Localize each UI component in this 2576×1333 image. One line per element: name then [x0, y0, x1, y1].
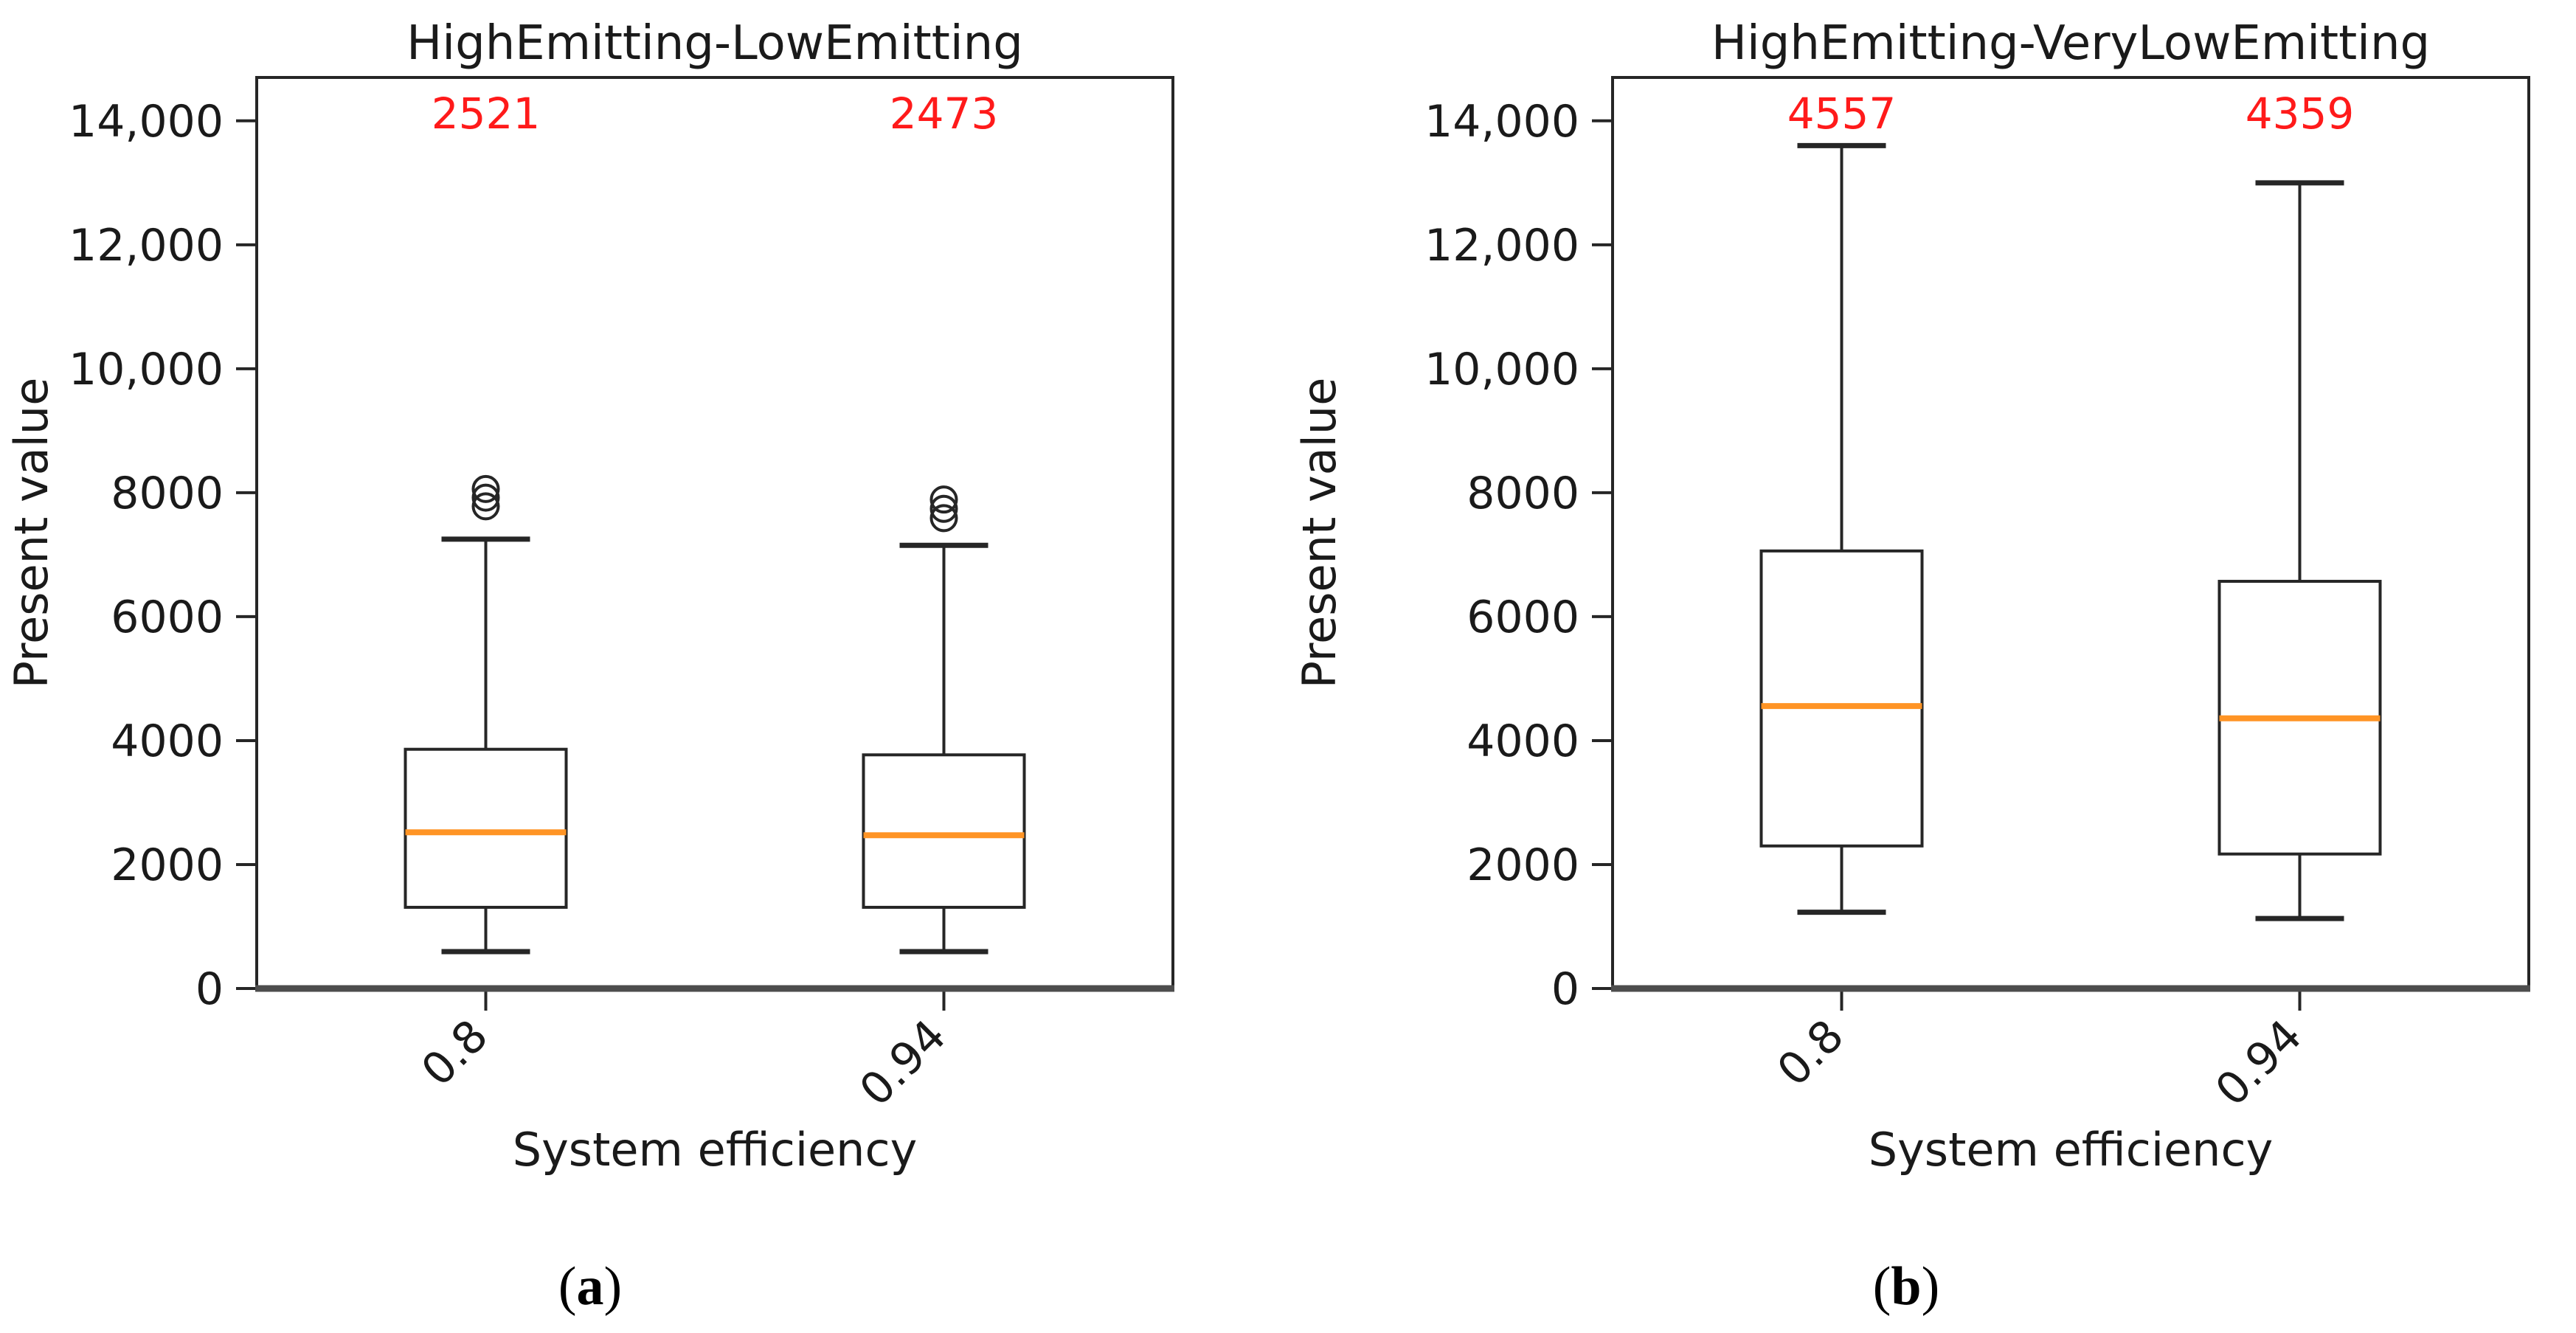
median-annotation: 4359: [2246, 89, 2355, 139]
y-tick-label: 8000: [111, 468, 224, 519]
caption-paren-open: (: [1872, 1256, 1891, 1317]
median-annotation: 4557: [1787, 89, 1897, 139]
chart-title: HighEmitting-LowEmitting: [406, 16, 1023, 71]
caption-paren-close: ): [1921, 1256, 1940, 1317]
y-tick-label: 10,000: [69, 344, 224, 395]
caption-letter: a: [576, 1256, 604, 1317]
median-annotation: 2521: [432, 89, 541, 139]
x-tick-label: 0.94: [850, 1010, 956, 1116]
y-tick-label: 4000: [1467, 716, 1579, 767]
caption-paren-open: (: [558, 1256, 577, 1317]
outlier-point: [929, 494, 958, 523]
y-axis-label: Present value: [1292, 378, 1346, 689]
boxplot-chart-high-low: HighEmitting-LowEmitting Present value 0 20…: [4, 16, 1174, 1177]
chart-title: HighEmitting-VeryLowEmitting: [1711, 16, 2430, 71]
y-tick-label: 10,000: [1424, 344, 1579, 395]
y-tick-label: 8000: [1467, 468, 1579, 519]
x-axis-label: System efficiency: [513, 1123, 918, 1177]
y-axis-label: Present value: [4, 378, 58, 689]
outlier-point: [471, 474, 500, 503]
iqr-box: [404, 747, 568, 909]
subfigure-a: HighEmitting-LowEmitting Present value 0 20…: [4, 16, 1174, 1318]
x-tick-label: 0.8: [412, 1010, 498, 1096]
subfigure-b-caption: (b): [1873, 1256, 1939, 1318]
caption-letter: b: [1891, 1256, 1922, 1317]
y-tick-label: 12,000: [69, 220, 224, 271]
outlier-point: [929, 485, 958, 514]
caption-paren-close: ): [603, 1256, 623, 1317]
y-tick-label: 2000: [1467, 839, 1579, 891]
y-tick-label: 14,000: [1424, 96, 1579, 148]
plot-border: [255, 76, 1174, 990]
subfigure-b: HighEmitting-VeryLowEmitting Present valu…: [1288, 0, 2576, 1333]
median-annotation: 2473: [890, 89, 999, 139]
outlier-point: [471, 492, 500, 521]
x-tick-label: 0.8: [1767, 1010, 1854, 1096]
outlier-point: [471, 483, 500, 512]
x-axis-label: System efficiency: [1869, 1123, 2274, 1177]
x-tick-label: 0.94: [2206, 1010, 2312, 1116]
y-tick-label: 12,000: [1424, 220, 1579, 271]
y-tick-label: 2000: [111, 839, 224, 891]
y-tick-label: 6000: [111, 592, 224, 643]
y-tick-label: 6000: [1467, 592, 1579, 643]
subfigure-a-caption: (a): [558, 1256, 622, 1318]
y-tick-label: 0: [1551, 963, 1579, 1015]
y-tick-label: 4000: [111, 716, 224, 767]
boxplot-chart-high-verylow: HighEmitting-VeryLowEmitting Present valu…: [1292, 16, 2530, 1177]
plot-border: [1611, 76, 2530, 990]
y-tick-label: 14,000: [69, 96, 224, 148]
iqr-box: [862, 753, 1026, 909]
iqr-box: [1759, 549, 1924, 848]
outlier-point: [929, 504, 958, 533]
y-tick-label: 0: [195, 963, 224, 1015]
